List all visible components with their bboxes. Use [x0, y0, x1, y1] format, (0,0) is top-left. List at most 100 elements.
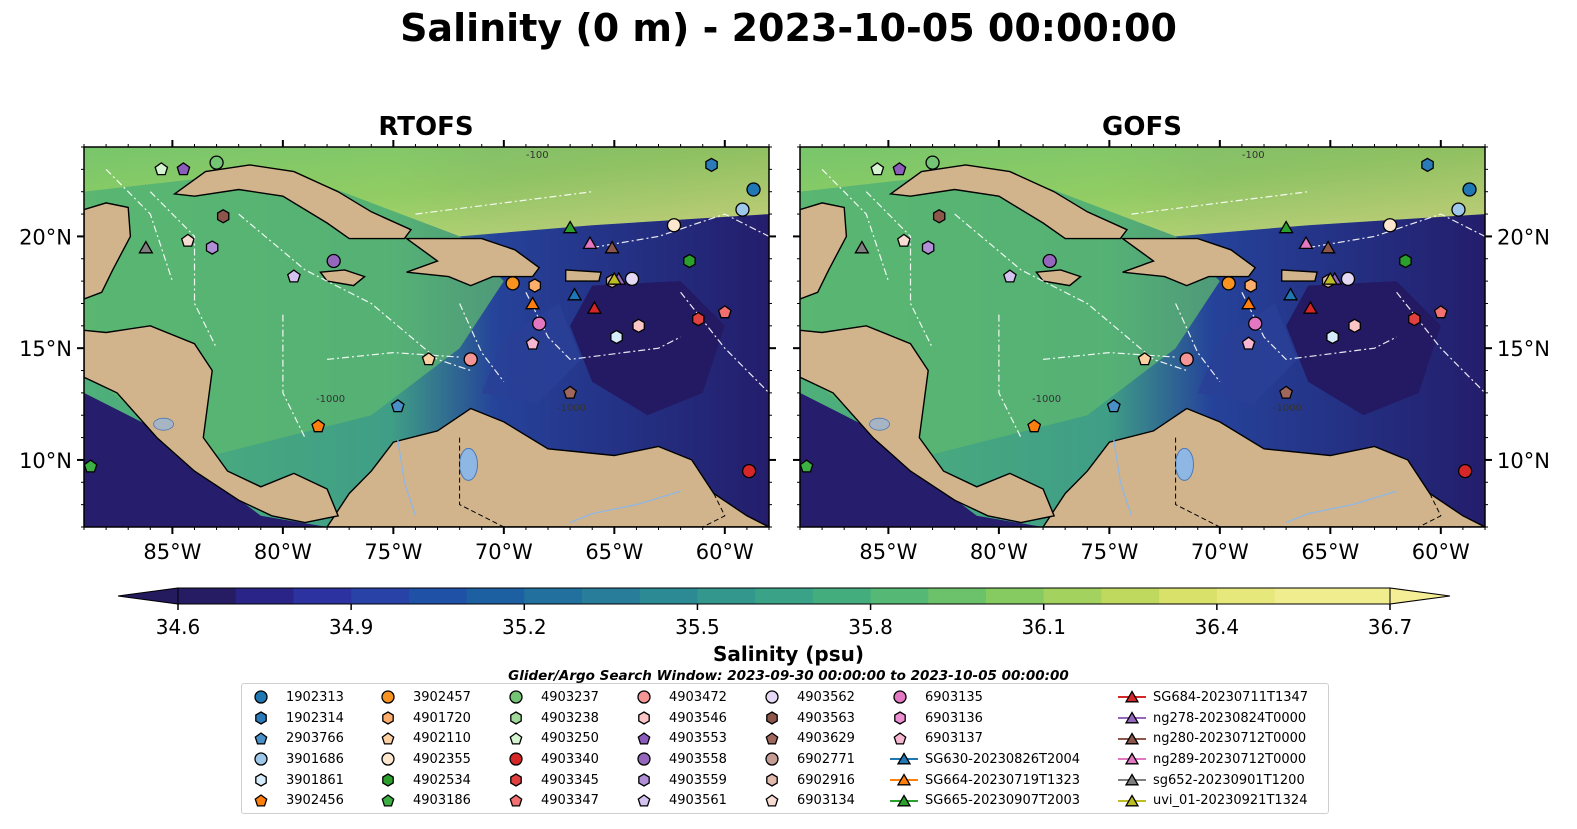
lon-tick-label: 70°W: [475, 540, 533, 564]
legend-marker-circle-icon: [381, 752, 395, 767]
legend-marker-circle-icon: [509, 752, 523, 767]
legend-label: 4901720: [413, 710, 471, 726]
colorbar-segment: [351, 588, 410, 604]
colorbar-segment: [582, 588, 641, 604]
pacific-field: [800, 392, 1044, 527]
platform-marker-3901861: [610, 329, 623, 345]
legend-label: 6902916: [797, 772, 855, 788]
eez-boundary: [1175, 303, 1221, 383]
legend-marker-hexagon-icon: [638, 711, 650, 725]
legend-item: SG665-20230907T2003: [889, 790, 1080, 811]
platform-marker-SG664-20230719T1323: [1240, 296, 1257, 310]
legend-label: 3901686: [286, 751, 344, 767]
legend-column: 4903472 4903546 4903553 4903558 4903559 49035…: [633, 687, 727, 811]
legend-marker-hexagon-icon: [766, 711, 778, 725]
platform-marker-4903558: [326, 253, 341, 269]
legend-column: SG684-20230711T1347 ng278-20230824T0000 ng…: [1117, 687, 1308, 811]
contour-label: -100: [1242, 150, 1265, 161]
platform-marker-4903562: [1340, 271, 1356, 287]
legend-marker-pentagon-icon: [254, 793, 268, 807]
legend-marker-pentagon-icon: [381, 793, 395, 807]
platform-marker-4903340: [1457, 463, 1473, 479]
legend-marker-circle-icon: [765, 752, 779, 767]
colorbar: 34.6 34.9 35.2 35.5 35.8 36.1 36.4 36.7: [117, 587, 1451, 639]
platform-marker-4903559: [921, 240, 935, 255]
platform-marker-3901686: [735, 202, 750, 217]
legend-label: 6903137: [925, 731, 983, 747]
legend-marker-pentagon-icon: [254, 731, 268, 745]
lon-tick-label: 80°W: [254, 540, 312, 564]
legend: 1902313 1902314 2903766 3901686 3901861 39024…: [241, 683, 1329, 814]
platform-marker-4903558: [1042, 253, 1057, 269]
legend-marker-circle-icon: [254, 690, 268, 704]
legend-item: 4903347: [505, 790, 599, 811]
search-window-note: Glider/Argo Search Window: 2023-09-30 00…: [508, 668, 1069, 684]
panel-title-gofs: GOFS: [1102, 112, 1182, 142]
land-central-america: [800, 325, 1056, 524]
eez-boundary: [680, 291, 769, 394]
colorbar-tick-label: 35.5: [675, 615, 720, 639]
lon-tick-label: 80°W: [970, 540, 1028, 564]
legend-item: 6902916: [761, 770, 855, 791]
platform-marker-4903345: [692, 311, 705, 327]
land-jamaica: [319, 269, 367, 287]
contour-label: -1000: [1273, 403, 1302, 414]
platform-marker-1902313: [746, 182, 761, 197]
legend-label: 6903134: [797, 793, 855, 809]
lat-tick-label: 15°N: [1497, 337, 1550, 361]
legend-marker-pentagon-icon: [637, 793, 651, 807]
legend-label: 4903345: [541, 772, 599, 788]
platform-marker-4902110: [1137, 352, 1152, 366]
platform-marker-1902313: [1462, 182, 1477, 197]
colorbar-frame: [177, 587, 1391, 605]
colorbar-segment: [928, 588, 987, 604]
eez-boundary: [1043, 351, 1176, 360]
legend-item: ng278-20230824T0000: [1117, 708, 1308, 729]
platform-marker-4902534: [683, 253, 696, 269]
platform-marker-4903561: [1002, 269, 1017, 283]
colorbar-segment: [1043, 588, 1103, 604]
legend-marker-hexagon-icon: [255, 773, 267, 787]
platform-marker-6903135: [532, 316, 547, 331]
platform-marker-SG684-20230711T1347: [586, 300, 603, 314]
legend-item: 4903553: [633, 728, 727, 749]
legend-item: SG630-20230826T2004: [889, 749, 1080, 770]
platform-marker-3902457: [505, 276, 520, 291]
legend-item: 4903237: [505, 687, 599, 708]
platform-marker-3902456: [311, 419, 326, 433]
legend-item: 4903562: [761, 687, 855, 708]
platform-marker-4903546: [1348, 318, 1361, 334]
legend-item: 3902457: [377, 687, 471, 708]
legend-item: uvi_01-20230921T1324: [1117, 790, 1308, 811]
contour-label: -1000: [557, 403, 586, 414]
eez-boundary: [592, 213, 769, 249]
legend-label: 4903563: [797, 710, 855, 726]
platform-marker-4903563: [932, 209, 946, 224]
contour-label: -1000: [316, 394, 345, 405]
legend-column: 6903135 6903136 6903137 SG630-20230826T2004…: [889, 687, 1080, 811]
platform-marker-SG665-20230907T2003: [562, 220, 578, 234]
legend-item: 6902771: [761, 749, 855, 770]
eez-boundary: [459, 303, 505, 383]
lake-maracaibo: [458, 447, 478, 481]
colorbar-tick-label: 36.7: [1368, 615, 1413, 639]
eez-boundary: [1308, 213, 1485, 249]
lat-tick-label: 15°N: [19, 337, 72, 361]
lat-tick-label: 20°N: [1497, 225, 1550, 249]
lon-tick-label: 75°W: [364, 540, 422, 564]
lon-tick-label: 85°W: [859, 540, 917, 564]
platform-marker-4903546: [632, 318, 645, 334]
eez-boundary: [998, 314, 1022, 438]
land-border: [702, 493, 726, 527]
land-jamaica: [1035, 269, 1083, 287]
legend-item: SG684-20230711T1347: [1117, 687, 1308, 708]
legend-marker-hexagon-icon: [894, 711, 906, 725]
platform-marker-4903347: [717, 305, 732, 319]
legend-label: SG665-20230907T2003: [925, 793, 1081, 809]
platform-marker-4903347: [1433, 305, 1448, 319]
legend-item: 4903561: [633, 790, 727, 811]
legend-label: 3902456: [286, 793, 344, 809]
lat-tick-label: 10°N: [19, 449, 72, 473]
land-cuba: [172, 164, 413, 240]
platform-marker-4903629: [1279, 385, 1294, 399]
